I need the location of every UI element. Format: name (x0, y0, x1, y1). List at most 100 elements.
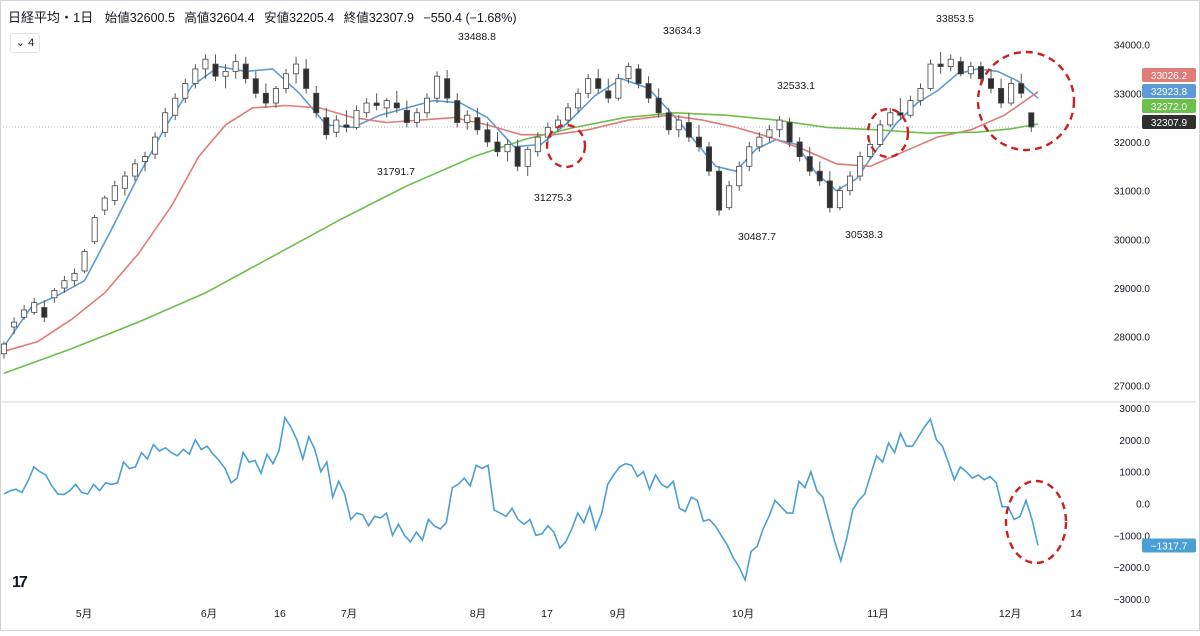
candle-body (1028, 112, 1035, 128)
price-label-text: 33026.2 (1151, 71, 1188, 82)
candle-body (575, 92, 582, 109)
price-label-text: 32372.0 (1151, 102, 1188, 113)
candle-body (232, 61, 239, 72)
oscillator-tick-label: 2000.0 (1119, 436, 1150, 447)
candle-body (403, 109, 410, 123)
candle-body (423, 97, 430, 114)
candle-body (91, 217, 98, 243)
price-tick-label: 27000.0 (1114, 381, 1151, 392)
price-label-box (1142, 84, 1196, 98)
price-label-box (1142, 99, 1196, 113)
candle-body (494, 141, 501, 153)
candle-body (615, 78, 622, 99)
highlight-circle (545, 123, 587, 169)
oscillator-value-text: −1317.7 (1151, 542, 1188, 553)
time-tick-label: 11月 (867, 608, 888, 620)
candle-body (776, 119, 783, 131)
candle-body (756, 136, 763, 148)
moving-average-line (3, 91, 1039, 353)
collapse-indicators-button[interactable]: ⌄ 4 (10, 33, 40, 53)
price-tick-label: 34000.0 (1114, 41, 1151, 52)
candle-body (927, 63, 934, 89)
candle-body (81, 251, 88, 272)
change-value: −550.4 (−1.68%) (423, 11, 517, 25)
candle-body (182, 83, 189, 99)
candle-body (383, 100, 390, 109)
oscillator-tick-label: 1000.0 (1119, 468, 1150, 479)
candle-body (967, 66, 974, 75)
candle-body (21, 309, 28, 318)
price-annotation: 31791.7 (377, 166, 415, 178)
chevron-down-icon: ⌄ (15, 37, 26, 49)
candle-body (947, 58, 954, 67)
moving-average-line (3, 65, 1039, 347)
candle-body (262, 92, 269, 104)
tradingview-logo-icon[interactable]: 17 (12, 574, 28, 591)
oscillator-tick-label: −1000.0 (1114, 531, 1151, 542)
candle-body (645, 83, 652, 99)
candle-body (957, 61, 964, 75)
candle-body (806, 156, 813, 172)
time-tick-label: 12月 (999, 608, 1021, 620)
high-value: 高値32604.4 (184, 11, 255, 25)
candle-body (202, 58, 209, 70)
candle-body (857, 156, 864, 177)
oscillator-value-box (1142, 538, 1196, 553)
candle-body (534, 136, 541, 153)
candle-body (141, 156, 148, 162)
candle-body (484, 129, 491, 143)
candle-body (11, 321, 18, 328)
time-tick-label: 6月 (201, 608, 217, 620)
candle-body (514, 146, 521, 167)
candle-body (736, 165, 743, 187)
indicator-count: 4 (28, 37, 35, 49)
candle-body (796, 141, 803, 157)
price-pane: 33488.8 33634.3 33853.5 32533.1 31791.7 31275… (0, 13, 1140, 374)
candle-body (293, 63, 300, 75)
price-tick-label: 31000.0 (1114, 187, 1151, 198)
candle-body (695, 136, 702, 148)
candle-body (111, 185, 118, 201)
time-tick-label: 7月 (341, 608, 357, 620)
candle-body (454, 100, 461, 123)
price-tick-label: 28000.0 (1114, 333, 1151, 344)
highlight-circle (866, 107, 910, 159)
candle-body (998, 88, 1005, 104)
candle-body (313, 92, 320, 114)
candle-body (1018, 83, 1025, 94)
price-label-text: 32923.8 (1151, 87, 1188, 98)
candle-body (565, 107, 572, 121)
oscillator-tick-label: −2000.0 (1114, 563, 1151, 574)
time-tick-label: 8月 (470, 608, 486, 620)
highlight-circles (545, 50, 1076, 565)
time-tick-label: 14 (1070, 608, 1082, 620)
oscillator-tick-label: 0.0 (1136, 500, 1150, 511)
candle-body (937, 63, 944, 67)
candle-body (625, 66, 632, 80)
candle-body (343, 124, 350, 128)
price-label-box (1142, 115, 1196, 129)
candle-body (655, 97, 662, 114)
candle-body (836, 190, 843, 209)
symbol-label[interactable]: 日経平均・1日 (8, 10, 94, 25)
candle-body (413, 112, 420, 123)
price-tick-label: 30000.0 (1114, 235, 1151, 246)
candle-body (746, 146, 753, 167)
price-annotation: 30538.3 (845, 229, 883, 241)
candle-body (897, 112, 904, 116)
highlight-circle (1004, 479, 1068, 565)
candle-body (172, 97, 179, 116)
candle-body (887, 112, 894, 126)
candle-body (464, 114, 471, 123)
time-tick-label: 5月 (76, 608, 92, 620)
candle-body (323, 117, 330, 136)
candle-body (222, 70, 229, 77)
candle-body (252, 78, 259, 94)
candle-body (212, 63, 219, 77)
time-tick-label: 16 (274, 608, 286, 620)
candle-body (635, 68, 642, 84)
candle-body (192, 68, 199, 84)
header-ohlc: 日経平均・1日 始値32600.5 高値32604.4 安値32205.4 終値… (8, 7, 523, 26)
candle-body (101, 197, 108, 211)
